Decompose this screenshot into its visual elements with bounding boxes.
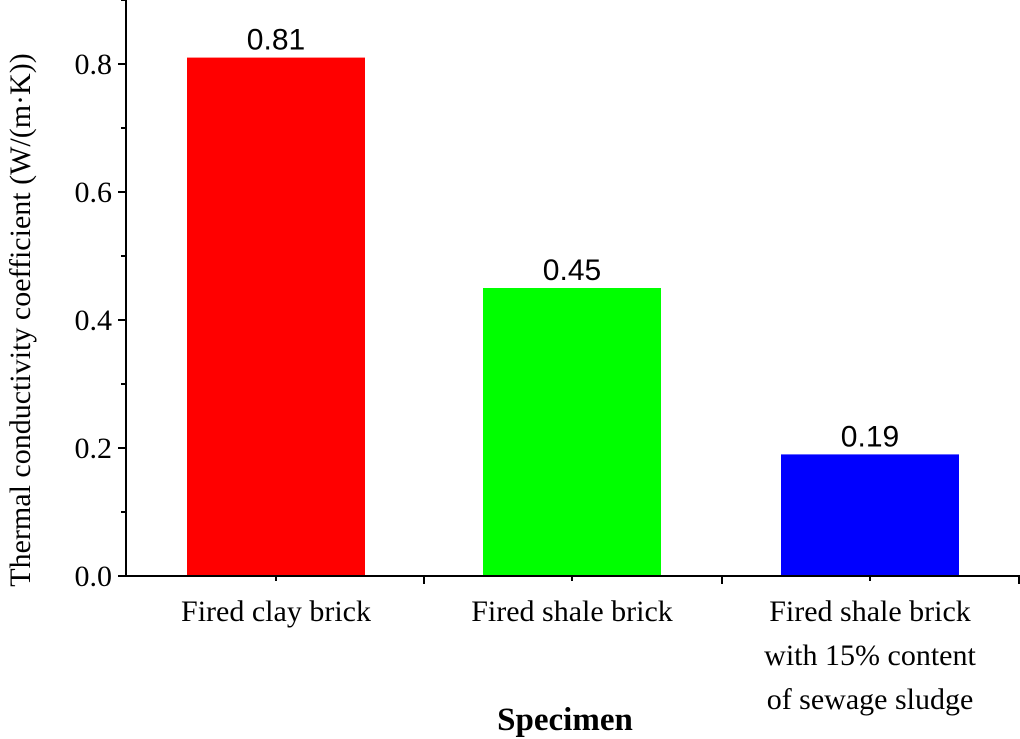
x-labels-group: Fired clay brick Fired shale brick Fired s… xyxy=(181,576,1020,716)
bar-3 xyxy=(781,454,959,576)
y-tick-label: 0.6 xyxy=(75,176,113,209)
data-labels-group: 0.81 0.45 0.19 xyxy=(247,24,899,454)
x-category-label-line: Fired shale brick xyxy=(471,595,673,628)
y-tick-label: 0.2 xyxy=(75,432,113,465)
x-category-label-3: Fired shale brick with 15% content of sewa… xyxy=(764,595,976,716)
y-tick-label: 0.8 xyxy=(75,48,113,81)
x-category-label-line: with 15% content xyxy=(764,639,976,672)
data-label-3: 0.19 xyxy=(841,420,899,453)
x-category-label-1: Fired clay brick xyxy=(181,595,371,628)
data-label-2: 0.45 xyxy=(543,254,601,287)
x-category-label-line: Fired clay brick xyxy=(181,595,371,628)
y-ticks-group: 0.0 0.2 0.4 0.6 0.8 xyxy=(75,0,126,593)
x-category-label-2: Fired shale brick xyxy=(471,595,673,628)
bars-group xyxy=(187,57,959,577)
y-tick-label: 0.0 xyxy=(75,560,113,593)
x-axis-title: Specimen xyxy=(497,702,633,738)
x-category-label-line: of sewage sludge xyxy=(767,683,974,716)
bar-1 xyxy=(187,57,365,577)
x-category-label-line: Fired shale brick xyxy=(769,595,971,628)
bar-2 xyxy=(483,288,661,576)
y-tick-label: 0.4 xyxy=(75,304,113,337)
data-label-1: 0.81 xyxy=(247,24,305,57)
y-axis-title: Thermal conductivity coefficient (W/(m·K… xyxy=(4,53,37,586)
